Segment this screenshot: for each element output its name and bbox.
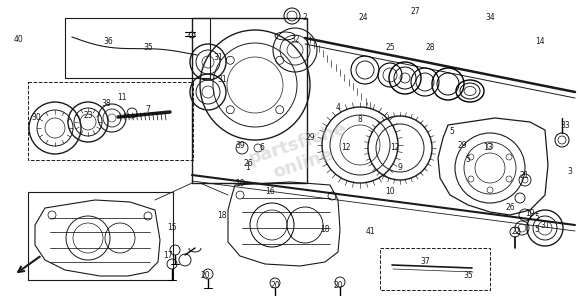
Text: 5: 5 [465,155,470,165]
Text: 6: 6 [260,144,265,152]
Text: 23: 23 [83,110,93,120]
Text: 33: 33 [560,121,570,131]
Bar [28,192,173,280]
Text: 12: 12 [341,144,351,152]
Text: 37: 37 [420,258,430,266]
Text: 31: 31 [213,54,223,62]
Text: 8: 8 [358,115,362,125]
Text: 34: 34 [485,14,495,22]
Text: 36: 36 [103,38,113,46]
Text: 20: 20 [200,271,210,279]
Text: 10: 10 [385,187,395,197]
Text: 29: 29 [305,133,315,142]
Text: 11: 11 [117,94,127,102]
Text: 19: 19 [525,210,535,218]
Text: 35: 35 [143,44,153,52]
Text: 5: 5 [535,226,539,234]
Bar [65,18,210,78]
Text: 24: 24 [358,14,368,22]
Bar [28,82,193,160]
Bar [380,248,490,290]
Text: 26: 26 [243,160,253,168]
Text: 20: 20 [333,281,343,289]
Text: 29: 29 [457,141,467,149]
Text: 39: 39 [235,141,245,149]
Text: 31: 31 [217,75,227,84]
Text: 41: 41 [365,228,375,237]
Text: 18: 18 [217,210,227,220]
Text: 27: 27 [410,7,420,17]
Text: 2: 2 [303,14,307,22]
Bar [192,18,307,183]
Text: 35: 35 [463,271,473,281]
Text: 15: 15 [167,223,177,232]
Text: 19: 19 [235,179,245,189]
Text: 30: 30 [31,113,41,123]
Text: 4: 4 [336,104,340,112]
Text: 22: 22 [512,228,521,237]
Text: 26: 26 [505,204,515,213]
Text: 16: 16 [265,187,275,197]
Text: 20: 20 [270,281,280,289]
Text: partsfiche
online: partsfiche online [246,120,355,188]
Text: 25: 25 [385,44,395,52]
Text: 5: 5 [535,213,539,223]
Text: 7: 7 [146,105,150,115]
Text: 18: 18 [320,226,330,234]
Text: 9: 9 [398,163,402,173]
Text: 38: 38 [101,99,111,109]
Text: 12: 12 [390,144,400,152]
Text: 21: 21 [519,171,529,181]
Text: 14: 14 [535,38,545,46]
Text: 13: 13 [483,144,493,152]
Text: 31: 31 [540,221,550,231]
Text: 3: 3 [568,168,572,176]
Text: 40: 40 [13,36,23,44]
Text: 17: 17 [163,250,173,260]
Text: 1: 1 [246,163,250,173]
Text: 5: 5 [450,128,454,136]
Text: 32: 32 [290,36,300,44]
Text: 28: 28 [425,44,435,52]
